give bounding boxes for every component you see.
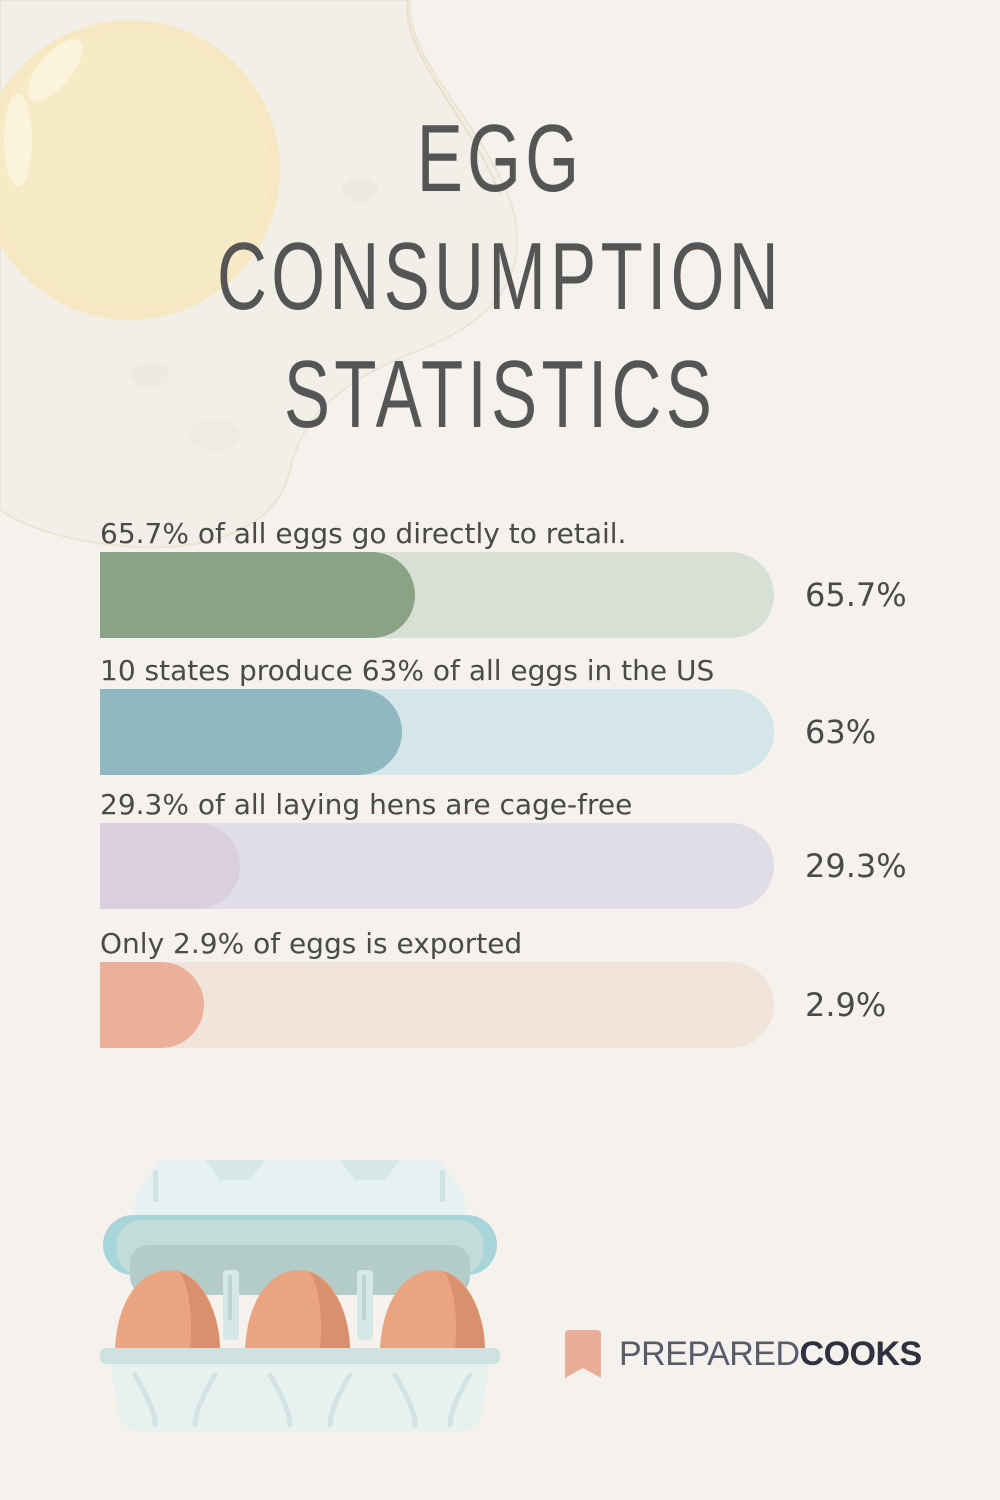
bar-fill (100, 689, 402, 775)
page-title: EGG CONSUMPTION STATISTICS (140, 100, 860, 454)
bar-track (100, 689, 774, 775)
title-line-2: CONSUMPTION (217, 223, 783, 330)
logo-text-light: PREPARED (619, 1335, 800, 1373)
stat-value: 2.9% (805, 986, 887, 1024)
bar-track (100, 552, 774, 638)
bookmark-icon (565, 1330, 601, 1378)
fried-egg-icon (0, 0, 519, 549)
stat-value: 63% (805, 713, 877, 751)
stats-chart: 65.7% of all eggs go directly to retail.… (100, 517, 907, 1048)
stat-label: 65.7% of all eggs go directly to retail. (100, 517, 627, 550)
bar-track (100, 823, 774, 909)
logo-text-bold: COOKS (799, 1335, 923, 1373)
stat-label: 10 states produce 63% of all eggs in the… (100, 654, 715, 687)
bar-fill (100, 552, 415, 638)
stat-value: 29.3% (805, 847, 907, 885)
stat-label: Only 2.9% of eggs is exported (100, 927, 523, 960)
egg-carton-icon (100, 1160, 500, 1432)
logo-wordmark: PREPAREDCOOKS (619, 1334, 922, 1374)
bar-fill (100, 962, 204, 1048)
stat-value: 65.7% (805, 576, 907, 614)
bar-track (100, 962, 774, 1048)
title-line-3: STATISTICS (283, 341, 717, 448)
title-line-1: EGG (416, 105, 584, 212)
bar-fill (100, 823, 240, 909)
stat-label: 29.3% of all laying hens are cage-free (100, 788, 633, 821)
prepared-cooks-logo[interactable]: PREPAREDCOOKS (565, 1328, 925, 1384)
